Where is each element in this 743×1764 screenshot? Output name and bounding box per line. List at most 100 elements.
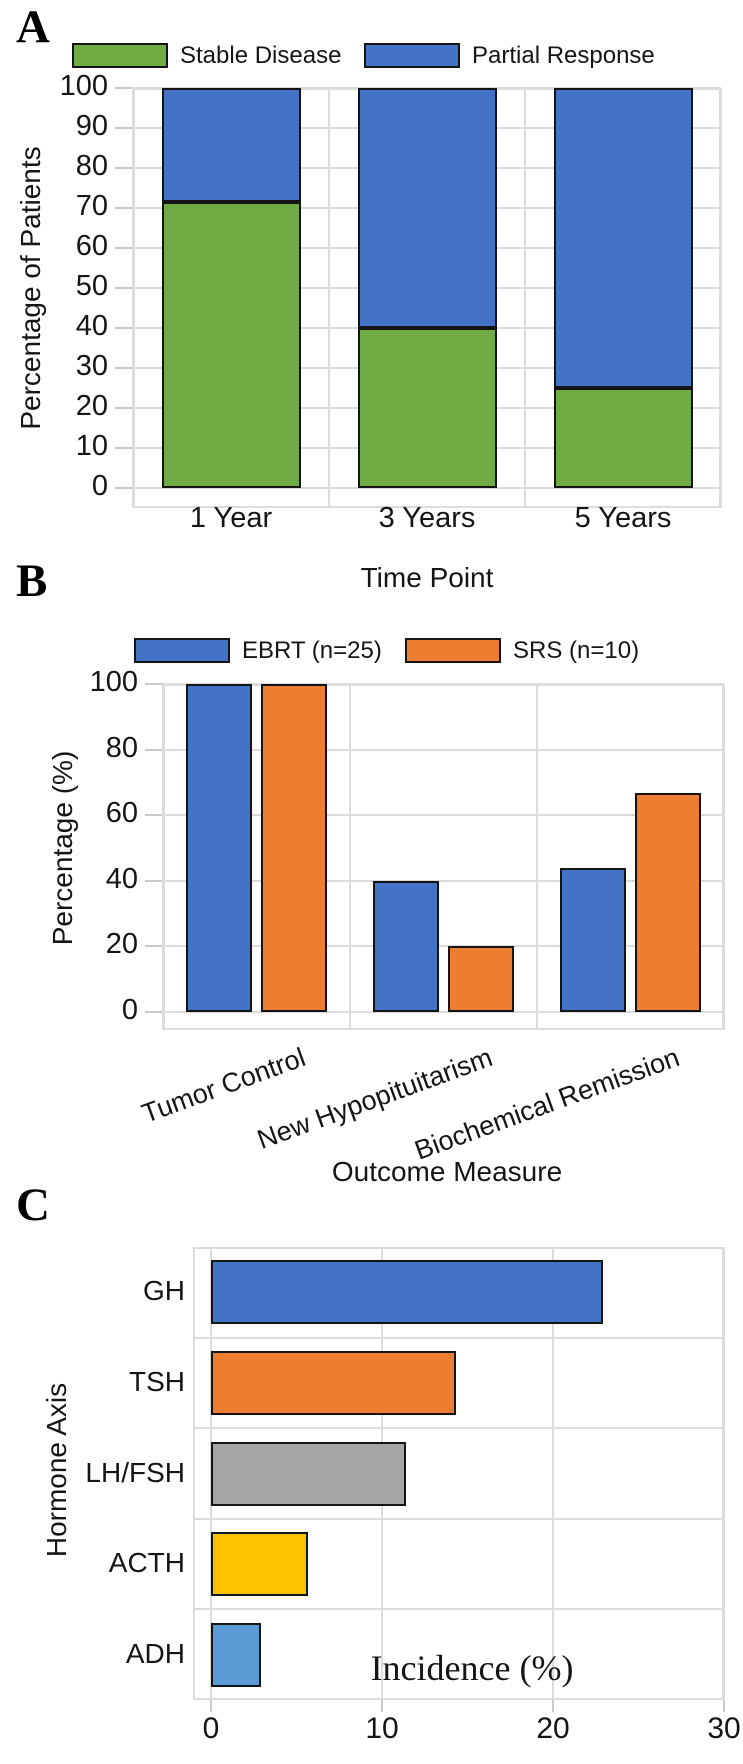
y-axis-category-label: ADH bbox=[125, 1638, 185, 1669]
panel-b-x-axis-title: Outcome Measure bbox=[331, 1156, 563, 1187]
bar-srs-n-10- bbox=[448, 946, 514, 1012]
bar-srs-n-10- bbox=[635, 793, 701, 1012]
y-axis-tick-mark bbox=[145, 945, 163, 947]
y-axis-tick-label: 60 bbox=[105, 797, 138, 829]
y-axis-tick-mark bbox=[115, 87, 133, 89]
gridline-vertical bbox=[723, 1247, 725, 1700]
x-axis-tick-mark bbox=[723, 1700, 725, 1712]
y-axis-tick-mark bbox=[145, 683, 163, 685]
gridline-horizontal bbox=[193, 1518, 724, 1520]
y-axis-tick-mark bbox=[115, 167, 133, 169]
gridline-horizontal bbox=[193, 1337, 724, 1339]
x-axis-tick-label: 10 bbox=[365, 1712, 399, 1745]
y-axis-tick-label: 30 bbox=[75, 350, 108, 382]
gridline-vertical bbox=[552, 1247, 554, 1700]
x-axis-category-label: 1 Year bbox=[189, 502, 273, 534]
bar-segment-stable-disease bbox=[162, 202, 301, 488]
y-axis-category-label: TSH bbox=[129, 1366, 185, 1397]
gridline-horizontal bbox=[163, 814, 724, 816]
y-axis-tick-mark bbox=[145, 749, 163, 751]
y-axis-tick-label: 90 bbox=[75, 110, 108, 142]
panel-c-x-axis-title: Incidence (%) bbox=[370, 1648, 574, 1688]
y-axis-tick-label: 50 bbox=[75, 270, 108, 302]
gridline-horizontal bbox=[133, 487, 721, 489]
bar-ebrt-n-25- bbox=[373, 881, 439, 1012]
legend-label: EBRT (n=25) bbox=[242, 637, 382, 664]
gridline-vertical bbox=[328, 88, 330, 508]
y-axis-tick-label: 80 bbox=[75, 150, 108, 182]
y-axis-tick-label: 40 bbox=[75, 310, 108, 342]
y-axis-tick-mark bbox=[115, 447, 133, 449]
y-axis-category-label: ACTH bbox=[108, 1547, 185, 1578]
y-axis-tick-mark bbox=[115, 327, 133, 329]
bar-ebrt-n-25- bbox=[560, 868, 626, 1012]
y-axis-category-label: LH/FSH bbox=[85, 1457, 185, 1488]
gridline-vertical bbox=[524, 88, 526, 508]
y-axis-tick-mark bbox=[115, 287, 133, 289]
legend-swatch bbox=[364, 43, 460, 68]
y-axis-tick-label: 0 bbox=[91, 470, 108, 502]
y-axis-tick-mark bbox=[115, 487, 133, 489]
y-axis-tick-mark bbox=[115, 407, 133, 409]
y-axis-tick-label: 100 bbox=[59, 70, 108, 102]
x-axis-tick-mark bbox=[381, 1700, 383, 1712]
gridline-vertical bbox=[536, 684, 538, 1030]
y-axis-tick-label: 100 bbox=[89, 666, 138, 698]
legend-label: SRS (n=10) bbox=[513, 637, 640, 664]
legend-label: Partial Response bbox=[472, 42, 655, 69]
bar-segment-partial-response bbox=[358, 88, 497, 328]
y-axis-tick-label: 20 bbox=[105, 928, 138, 960]
y-axis-tick-label: 40 bbox=[105, 863, 138, 895]
bar-segment-stable-disease bbox=[358, 328, 497, 488]
legend-label: Stable Disease bbox=[180, 42, 342, 69]
legend-swatch bbox=[72, 43, 168, 68]
gridline-horizontal bbox=[163, 945, 724, 947]
bar-adh bbox=[211, 1623, 261, 1687]
legend-swatch bbox=[405, 638, 501, 663]
panel-b-y-axis-title: Percentage (%) bbox=[47, 750, 78, 946]
gridline-vertical bbox=[349, 684, 351, 1030]
bar-acth bbox=[211, 1532, 308, 1596]
y-axis-tick-mark bbox=[115, 367, 133, 369]
gridline-horizontal bbox=[163, 880, 724, 882]
y-axis-tick-label: 70 bbox=[75, 190, 108, 222]
gridline-vertical bbox=[162, 684, 164, 1030]
y-axis-tick-label: 80 bbox=[105, 732, 138, 764]
y-axis-tick-mark bbox=[145, 814, 163, 816]
bar-lh-fsh bbox=[211, 1442, 406, 1506]
x-axis-tick-mark bbox=[210, 1700, 212, 1712]
panel-b-letter: B bbox=[16, 555, 48, 607]
gridline-vertical bbox=[720, 88, 722, 508]
x-axis-tick-label: 20 bbox=[536, 1712, 570, 1745]
bar-segment-partial-response bbox=[162, 88, 301, 202]
x-axis-category-label: 5 Years bbox=[574, 502, 672, 534]
x-axis-tick-label: 0 bbox=[202, 1712, 220, 1745]
bar-srs-n-10- bbox=[261, 684, 327, 1012]
y-axis-tick-mark bbox=[115, 247, 133, 249]
panel-c-letter: C bbox=[16, 1179, 50, 1231]
legend-swatch bbox=[134, 638, 230, 663]
x-axis-category-label: 3 Years bbox=[378, 502, 476, 534]
gridline-horizontal bbox=[163, 1011, 724, 1013]
bar-segment-stable-disease bbox=[554, 388, 693, 488]
y-axis-tick-label: 20 bbox=[75, 390, 108, 422]
x-axis-tick-label: 30 bbox=[707, 1712, 741, 1745]
panel-a-y-axis-title: Percentage of Patients bbox=[15, 146, 46, 430]
gridline-horizontal bbox=[193, 1427, 724, 1429]
bar-segment-partial-response bbox=[554, 88, 693, 388]
y-axis-tick-label: 10 bbox=[75, 430, 108, 462]
bar-gh bbox=[211, 1260, 603, 1324]
panel-a-x-axis-title: Time Point bbox=[360, 562, 494, 593]
panel-c-y-axis-title: Hormone Axis bbox=[41, 1382, 72, 1558]
y-axis-tick-label: 0 bbox=[121, 994, 138, 1026]
bar-tsh bbox=[211, 1351, 456, 1415]
gridline-vertical bbox=[723, 684, 725, 1030]
gridline-horizontal bbox=[163, 749, 724, 751]
panel-a-letter: A bbox=[16, 1, 50, 53]
gridline-horizontal bbox=[193, 1608, 724, 1610]
x-axis-tick-mark bbox=[552, 1700, 554, 1712]
y-axis-tick-mark bbox=[145, 1011, 163, 1013]
